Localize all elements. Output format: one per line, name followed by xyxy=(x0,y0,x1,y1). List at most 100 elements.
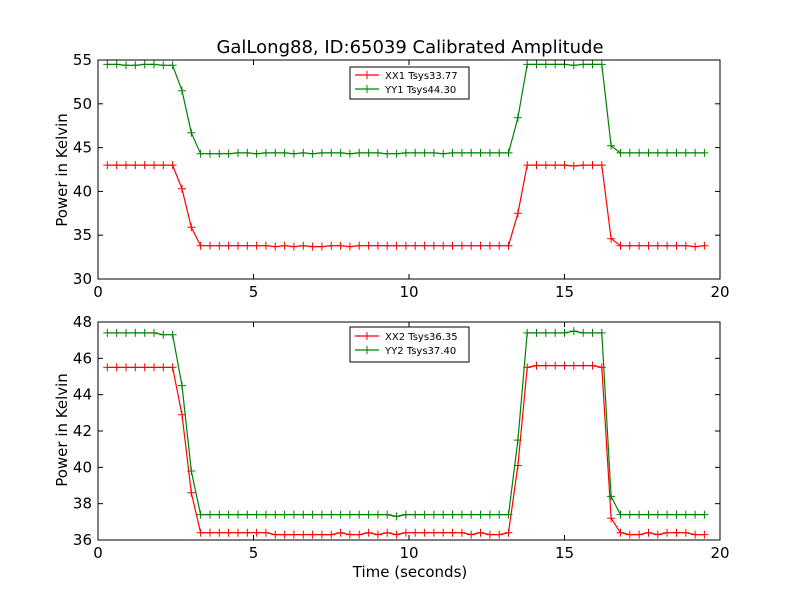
bottom-series-1-point xyxy=(159,330,168,339)
bottom-series-1-point xyxy=(401,510,410,519)
bottom-series-1-point xyxy=(476,510,485,519)
bottom-series-0-point xyxy=(644,528,653,537)
bottom-series-1-point xyxy=(168,330,177,339)
top-series-0-point xyxy=(392,241,401,250)
bottom-series-0-point xyxy=(672,528,681,537)
top-series-1-point xyxy=(523,60,532,69)
top-series-1-point xyxy=(383,149,392,158)
bottom-series-1-point xyxy=(644,510,653,519)
top-series-1-point xyxy=(672,148,681,157)
top-series-1-point xyxy=(616,148,625,157)
top-y-tick-label: 40 xyxy=(73,182,92,200)
top-series-1-point xyxy=(392,149,401,158)
bottom-series-1-point xyxy=(700,510,709,519)
top-series-1-point xyxy=(485,148,494,157)
bottom-series-0-point xyxy=(103,363,112,372)
top-series-0-point xyxy=(625,241,634,250)
bottom-series-1-point xyxy=(383,510,392,519)
top-series-0-point xyxy=(373,241,382,250)
top-series-1-point xyxy=(588,60,597,69)
bottom-series-1-point xyxy=(150,328,158,337)
top-y-tick-label: 55 xyxy=(73,51,92,69)
top-series-1-point xyxy=(178,86,186,95)
top-series-1-point xyxy=(289,149,298,158)
bottom-series-0-point xyxy=(691,530,700,539)
top-series-0-point xyxy=(644,241,653,250)
top-series-0-point xyxy=(457,241,466,250)
bottom-series-1-point xyxy=(541,328,550,337)
top-series-0-point xyxy=(653,241,662,250)
top-series-0-point xyxy=(383,241,392,250)
bottom-series-1-point xyxy=(224,510,233,519)
top-series-0-point xyxy=(560,161,569,170)
top-series-1-point xyxy=(681,148,690,157)
bottom-series-1-point xyxy=(681,510,690,519)
bottom-series-1-point xyxy=(112,328,121,337)
top-series-1-point xyxy=(644,148,653,157)
bottom-series-1-point xyxy=(588,328,597,337)
bottom-series-0-point xyxy=(299,530,308,539)
top-y-tick-label: 45 xyxy=(73,139,92,157)
bottom-series-1-point xyxy=(663,510,672,519)
top-x-tick-label: 10 xyxy=(399,283,418,301)
bottom-y-tick-label: 36 xyxy=(73,531,92,549)
top-series-0-point xyxy=(234,241,242,250)
bottom-series-0-point xyxy=(336,528,345,537)
bottom-series-0-point xyxy=(420,528,429,537)
top-series-0-point xyxy=(243,241,252,250)
top-series-1-point xyxy=(700,148,709,157)
top-series-1-point xyxy=(224,149,233,158)
top-series-1-point xyxy=(215,149,224,158)
bottom-series-0-point xyxy=(560,361,569,370)
bottom-series-0-point xyxy=(187,488,196,497)
top-series-0-point xyxy=(439,241,448,250)
top-series-1-point xyxy=(429,148,438,157)
bottom-series-1-point xyxy=(625,510,634,519)
bottom-series-0-point xyxy=(569,361,578,370)
bottom-x-tick-label: 20 xyxy=(710,544,729,562)
top-series-1-point xyxy=(411,148,420,157)
top-series-0-point xyxy=(616,241,625,250)
top-series-1-point xyxy=(187,128,196,137)
bottom-legend: XX2 Tsys36.35 YY2 Tsys37.40 xyxy=(349,326,470,363)
top-series-0-point xyxy=(467,241,476,250)
bottom-series-0-point xyxy=(159,363,168,372)
top-series-1-point xyxy=(504,148,513,157)
bottom-series-0-point xyxy=(495,530,504,539)
top-series-0-point xyxy=(196,241,205,250)
top-series-0-point xyxy=(112,161,121,170)
bottom-series-0-point xyxy=(467,530,476,539)
top-series-0-point xyxy=(691,242,700,251)
bottom-series-1-point xyxy=(234,510,242,519)
bottom-series-0-point xyxy=(280,530,289,539)
bottom-y-tick-label: 44 xyxy=(73,386,92,404)
top-series-1-point xyxy=(467,148,476,157)
bottom-series-1-point xyxy=(551,328,560,337)
top-series-1-point xyxy=(401,148,410,157)
top-series-1-point xyxy=(495,148,504,157)
top-series-1-point xyxy=(532,60,541,69)
bottom-series-0-point xyxy=(392,530,401,539)
bottom-series-0-point xyxy=(224,528,233,537)
bottom-series-0-point xyxy=(625,530,634,539)
top-series-1-point xyxy=(635,148,644,157)
bottom-legend-marker-0 xyxy=(363,332,371,340)
bottom-series-1-point xyxy=(653,510,662,519)
bottom-series-1-point xyxy=(196,510,205,519)
top-series-1-point xyxy=(112,60,121,69)
bottom-series-0-point xyxy=(635,530,644,539)
top-series-1-point xyxy=(420,148,429,157)
bottom-series-0-point xyxy=(504,528,513,537)
top-series-0-point xyxy=(429,241,438,250)
bottom-series-0-point xyxy=(131,363,140,372)
bottom-series-0-point xyxy=(271,530,280,539)
bottom-y-tick-label: 42 xyxy=(73,422,92,440)
top-series-1-point xyxy=(653,148,662,157)
bottom-series-0-point xyxy=(429,528,438,537)
top-series-0-point xyxy=(607,234,616,243)
bottom-series-1-point xyxy=(532,328,541,337)
bottom-series-0-point xyxy=(373,530,382,539)
top-series-0-point xyxy=(476,241,485,250)
top-series-1-point xyxy=(541,60,550,69)
